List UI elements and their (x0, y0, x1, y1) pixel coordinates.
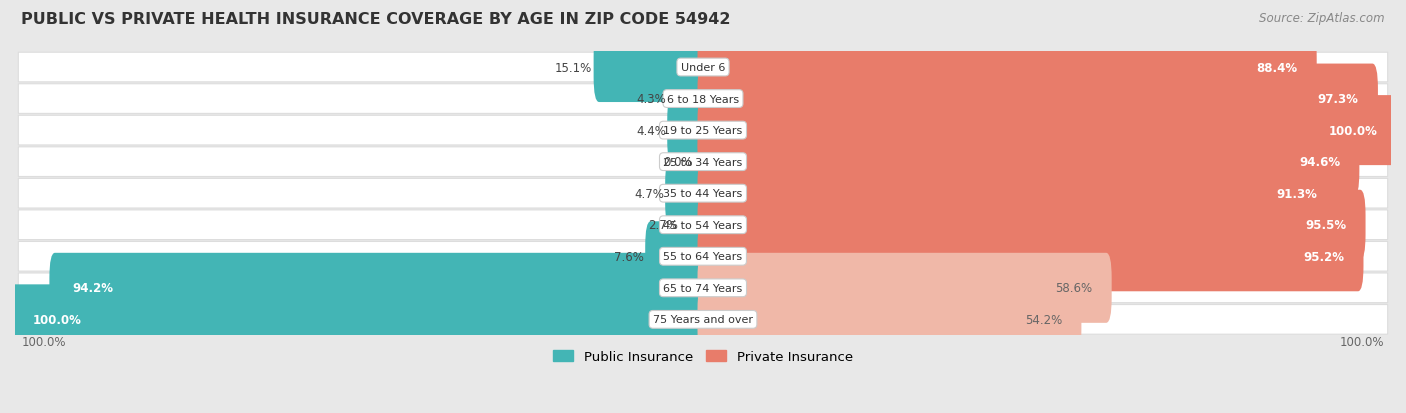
Text: 94.2%: 94.2% (72, 282, 112, 294)
Text: Source: ZipAtlas.com: Source: ZipAtlas.com (1260, 12, 1385, 25)
FancyBboxPatch shape (18, 147, 1388, 177)
FancyBboxPatch shape (697, 96, 1396, 166)
Text: 54.2%: 54.2% (1025, 313, 1062, 326)
Text: 75 Years and over: 75 Years and over (652, 315, 754, 325)
FancyBboxPatch shape (10, 285, 709, 354)
FancyBboxPatch shape (668, 96, 709, 166)
Text: 4.7%: 4.7% (634, 187, 664, 200)
FancyBboxPatch shape (645, 222, 709, 292)
Legend: Public Insurance, Private Insurance: Public Insurance, Private Insurance (548, 344, 858, 368)
Text: 6 to 18 Years: 6 to 18 Years (666, 94, 740, 104)
Text: PUBLIC VS PRIVATE HEALTH INSURANCE COVERAGE BY AGE IN ZIP CODE 54942: PUBLIC VS PRIVATE HEALTH INSURANCE COVER… (21, 12, 731, 27)
FancyBboxPatch shape (18, 53, 1388, 83)
Text: 100.0%: 100.0% (32, 313, 82, 326)
FancyBboxPatch shape (49, 253, 709, 323)
Text: 97.3%: 97.3% (1317, 93, 1358, 106)
Text: 7.6%: 7.6% (614, 250, 644, 263)
FancyBboxPatch shape (679, 190, 709, 260)
Text: 95.2%: 95.2% (1303, 250, 1344, 263)
Text: 4.3%: 4.3% (637, 93, 666, 106)
FancyBboxPatch shape (18, 210, 1388, 240)
Text: 25 to 34 Years: 25 to 34 Years (664, 157, 742, 167)
Text: 19 to 25 Years: 19 to 25 Years (664, 126, 742, 136)
FancyBboxPatch shape (697, 222, 1364, 292)
FancyBboxPatch shape (697, 190, 1365, 260)
Text: 65 to 74 Years: 65 to 74 Years (664, 283, 742, 293)
Text: 91.3%: 91.3% (1277, 187, 1317, 200)
Text: 100.0%: 100.0% (1340, 335, 1384, 348)
Text: 35 to 44 Years: 35 to 44 Years (664, 189, 742, 199)
FancyBboxPatch shape (697, 285, 1081, 354)
Text: 55 to 64 Years: 55 to 64 Years (664, 252, 742, 262)
FancyBboxPatch shape (665, 159, 709, 229)
FancyBboxPatch shape (697, 64, 1378, 134)
Text: 100.0%: 100.0% (22, 335, 66, 348)
FancyBboxPatch shape (697, 253, 1112, 323)
FancyBboxPatch shape (18, 85, 1388, 114)
FancyBboxPatch shape (668, 64, 709, 134)
Text: 94.6%: 94.6% (1299, 156, 1340, 169)
Text: 2.7%: 2.7% (648, 219, 678, 232)
Text: 15.1%: 15.1% (555, 62, 592, 74)
Text: Under 6: Under 6 (681, 63, 725, 73)
FancyBboxPatch shape (697, 33, 1316, 103)
FancyBboxPatch shape (18, 305, 1388, 335)
Text: 100.0%: 100.0% (1329, 124, 1378, 137)
Text: 95.5%: 95.5% (1305, 219, 1347, 232)
FancyBboxPatch shape (18, 179, 1388, 209)
Text: 88.4%: 88.4% (1257, 62, 1298, 74)
FancyBboxPatch shape (18, 242, 1388, 271)
Text: 0.0%: 0.0% (664, 156, 693, 169)
Text: 58.6%: 58.6% (1056, 282, 1092, 294)
FancyBboxPatch shape (18, 273, 1388, 303)
Text: 4.4%: 4.4% (636, 124, 666, 137)
Text: 45 to 54 Years: 45 to 54 Years (664, 220, 742, 230)
FancyBboxPatch shape (18, 116, 1388, 146)
FancyBboxPatch shape (697, 127, 1360, 197)
FancyBboxPatch shape (593, 33, 709, 103)
FancyBboxPatch shape (697, 159, 1337, 229)
